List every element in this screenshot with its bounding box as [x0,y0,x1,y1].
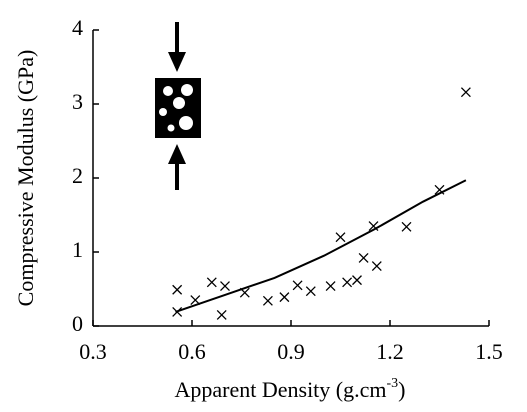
y-tick-label: 0 [72,311,83,336]
data-point [325,281,336,291]
x-tick-label: 0.6 [178,339,206,364]
data-point [172,284,183,295]
x-tick-label: 0.3 [79,339,107,364]
data-point [292,280,303,291]
x-axis-label-main: Apparent Density (g.cm [175,377,387,402]
data-point [262,295,273,306]
data-point [305,286,316,297]
x-axis-label-superscript: -3 [387,376,399,391]
y-tick-label: 4 [72,15,83,40]
data-point [220,281,230,291]
x-tick-label: 0.9 [277,339,305,364]
data-point [401,221,412,232]
data-point [358,252,369,263]
data-point [371,261,382,272]
x-tick-label: 1.5 [475,339,503,364]
data-point [279,292,290,303]
y-tick-label: 1 [72,237,83,262]
data-point [342,277,353,288]
y-axis-label: Compressive Modulus (GPa) [13,50,38,307]
y-tick-label: 3 [72,89,83,114]
data-point [460,87,471,98]
inset-icon [155,22,201,190]
x-tick-label: 1.2 [376,339,404,364]
x-axis-label: Apparent Density (g.cm-3) [175,376,406,402]
data-point [206,277,217,288]
x-axis-label-end: ) [398,377,405,402]
data-point [335,232,346,243]
y-tick-label: 2 [72,163,83,188]
data-point [216,309,227,320]
data-point [352,275,362,286]
fit-line [175,179,467,313]
